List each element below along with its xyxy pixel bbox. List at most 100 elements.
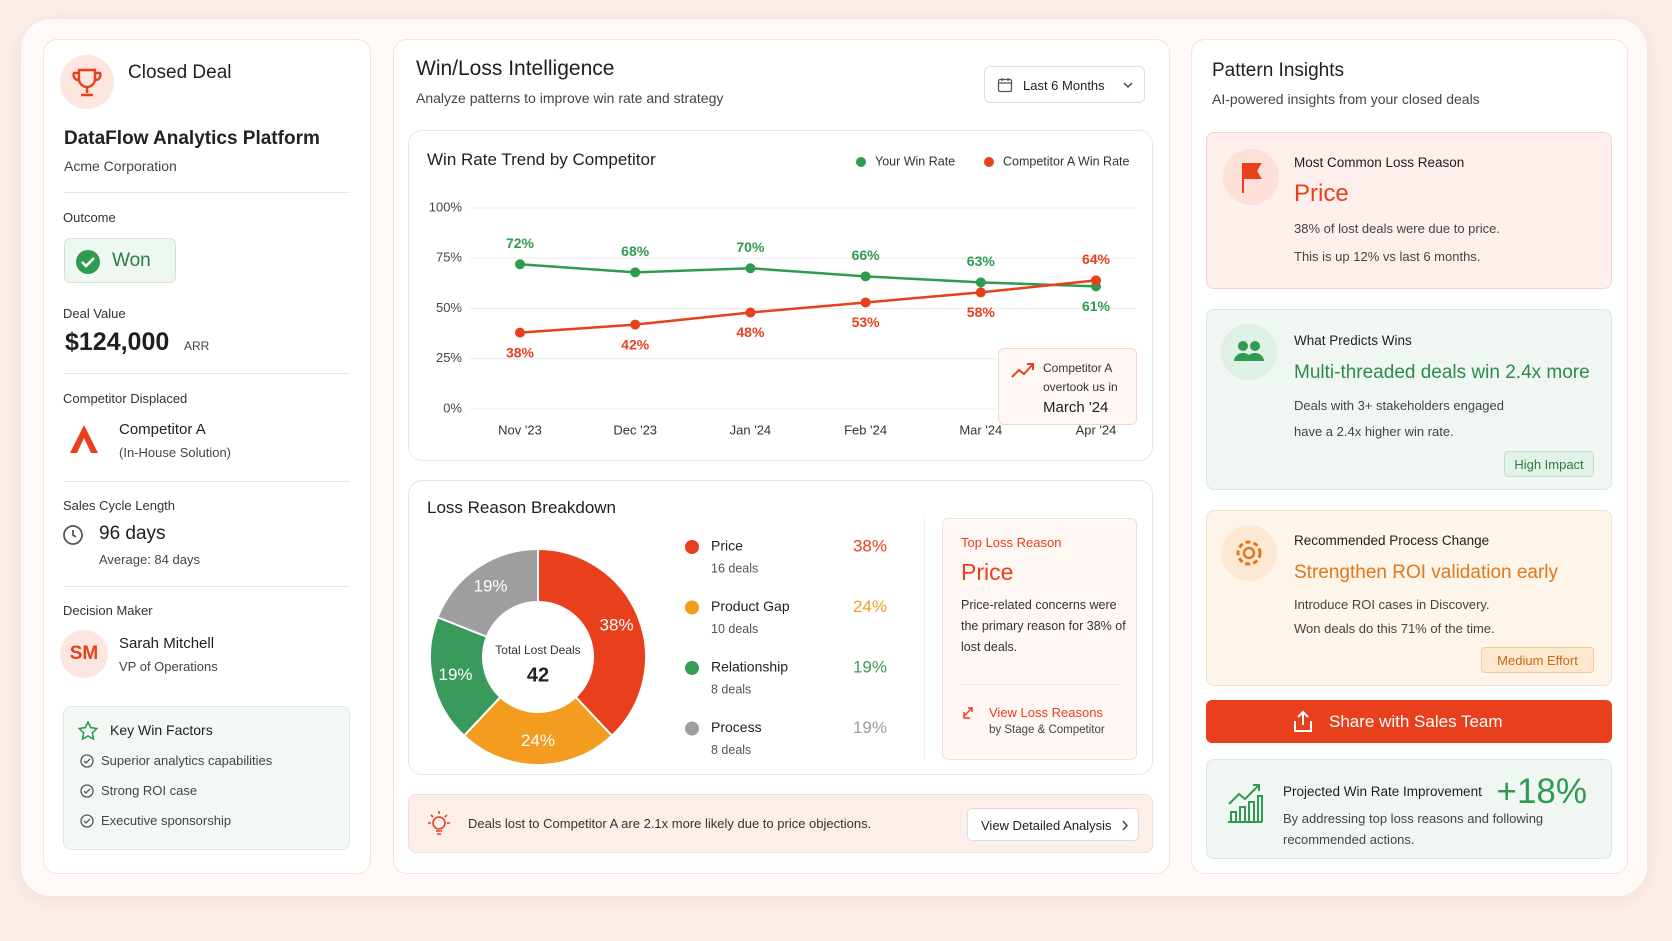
annotation: Competitor A overtook us in March '24 [998,348,1137,425]
outcome: Won [112,250,151,271]
y-tick-label: 0% [443,400,462,415]
legend-deals: 16 deals [711,561,758,575]
insight-label: What Predicts Wins [1294,333,1412,348]
panel-header: Closed Deal [128,62,232,83]
point [745,263,756,274]
trend-icon [1011,363,1034,378]
icon-shape [1011,363,1034,378]
top-loss: Top Loss Reason Price Price-related conc… [942,518,1137,760]
x-tick-label: Mar '24 [959,422,1002,437]
legend-marker [685,600,699,615]
trophy-icon [60,55,114,109]
center-label: Total Lost Deals [495,643,580,657]
icon-shape [83,818,91,824]
outcome-badge: Won [64,238,176,283]
divider [64,586,350,587]
projection-value: +18% [1496,772,1588,811]
bulb-icon [428,811,450,835]
field-label: Decision Maker [63,603,153,618]
alert-text: Deals lost to Competitor A are 2.1x more… [468,816,872,831]
link[interactable]: View Loss Reasons [989,705,1103,720]
point [630,319,641,330]
divider [64,192,350,193]
period: Last 6 Months [1023,78,1105,93]
x-tick-label: Dec '23 [613,422,657,437]
cycle: 96 days [99,523,166,544]
insight-label: Most Common Loss Reason [1294,155,1465,170]
icon-shape [81,257,95,268]
shape [80,754,94,768]
insight-text: Won deals do this 71% of the time. [1294,621,1495,636]
competitor-type: (In-House Solution) [119,445,231,460]
insight-text: This is up 12% vs last 6 months. [1294,249,1481,264]
data-label: 68% [621,243,650,259]
legend-deals: 10 deals [711,622,758,636]
period-dropdown[interactable]: Last 6 Months [984,66,1145,103]
projection-card: Projected Win Rate Improvement +18% By a… [1206,759,1612,859]
x-tick-label: Nov '23 [498,422,542,437]
icon-shape [1123,82,1133,89]
deal-name: DataFlow Analytics Platform [64,128,320,149]
series-line [519,279,1097,334]
share-label: Share with Sales Team [1329,712,1503,731]
avatar: SM [60,630,108,678]
insight-text: Deals with 3+ stakeholders engaged [1294,398,1504,413]
check-icon [76,250,100,274]
detail-button[interactable]: View Detailed Analysis [967,808,1139,841]
growth-icon [1228,784,1263,823]
shape [1236,540,1262,566]
x-tick-label: Feb '24 [844,422,887,437]
icon-shape [1242,163,1262,193]
slice-label: 19% [473,577,507,596]
icon-shape [78,721,98,741]
factor: Strong ROI case [101,783,198,798]
pie-chart: 38% Price 16 deals 38% 24% Product Gap 10 deal… [429,536,887,766]
check [80,784,94,798]
decision-name: Sarah Mitchell [119,635,215,652]
insight-text: 38% of lost deals were due to price. [1294,221,1500,236]
data-label: 48% [736,324,765,340]
chart-title: Win Rate Trend by Competitor [427,150,656,169]
legend-label: Price [711,538,743,554]
competitor-logo [70,425,98,453]
divider [64,373,350,374]
company: Acme Corporation [64,158,177,174]
legend-label: Process [711,719,762,735]
icon-shape [1228,784,1263,823]
calendar-icon [997,78,1013,93]
icon-shape [83,758,91,764]
icon-shape [1122,820,1129,831]
icon-shape [998,78,1012,84]
y-tick-label: 50% [436,300,462,315]
data-label: 61% [1082,298,1111,314]
share-button[interactable]: Share with Sales Team [1206,700,1612,743]
insight-card: Most Common Loss Reason Price 38% of los… [1206,132,1612,289]
point [975,277,986,288]
chevron [1122,820,1129,831]
link-sub: by Stage & Competitor [989,724,1105,736]
factors-title: Key Win Factors [110,722,213,738]
win-factors: Key Win Factors Superior analytics capab… [63,706,350,850]
data-label: 38% [506,344,535,360]
people [1234,341,1264,361]
alert-bar: Deals lost to Competitor A are 2.1x more… [408,794,1153,853]
intel-subtitle: Analyze patterns to improve win rate and… [416,90,724,106]
competitor: Competitor A [119,421,206,438]
impact-badge: High Impact [1504,451,1594,477]
insight-text: Introduce ROI cases in Discovery. [1294,597,1490,612]
data-label: 70% [736,239,765,255]
point [515,259,525,270]
check [80,814,94,828]
annotation-emphasis: March '24 [1043,399,1109,416]
slice-label: 19% [439,665,473,684]
icon-shape [72,530,77,538]
star-icon [78,721,98,741]
legend-marker [984,157,994,167]
slice-label: 38% [600,615,634,634]
annotation-text: Competitor A overtook us in [1043,361,1118,394]
projection-title: Projected Win Rate Improvement [1283,784,1482,799]
icon-shape [83,788,91,794]
pie-card: Loss Reason Breakdown 38% Price 16 deals 38… [408,480,1153,775]
data-label: 66% [852,247,881,263]
factor: Executive sponsorship [101,813,232,828]
